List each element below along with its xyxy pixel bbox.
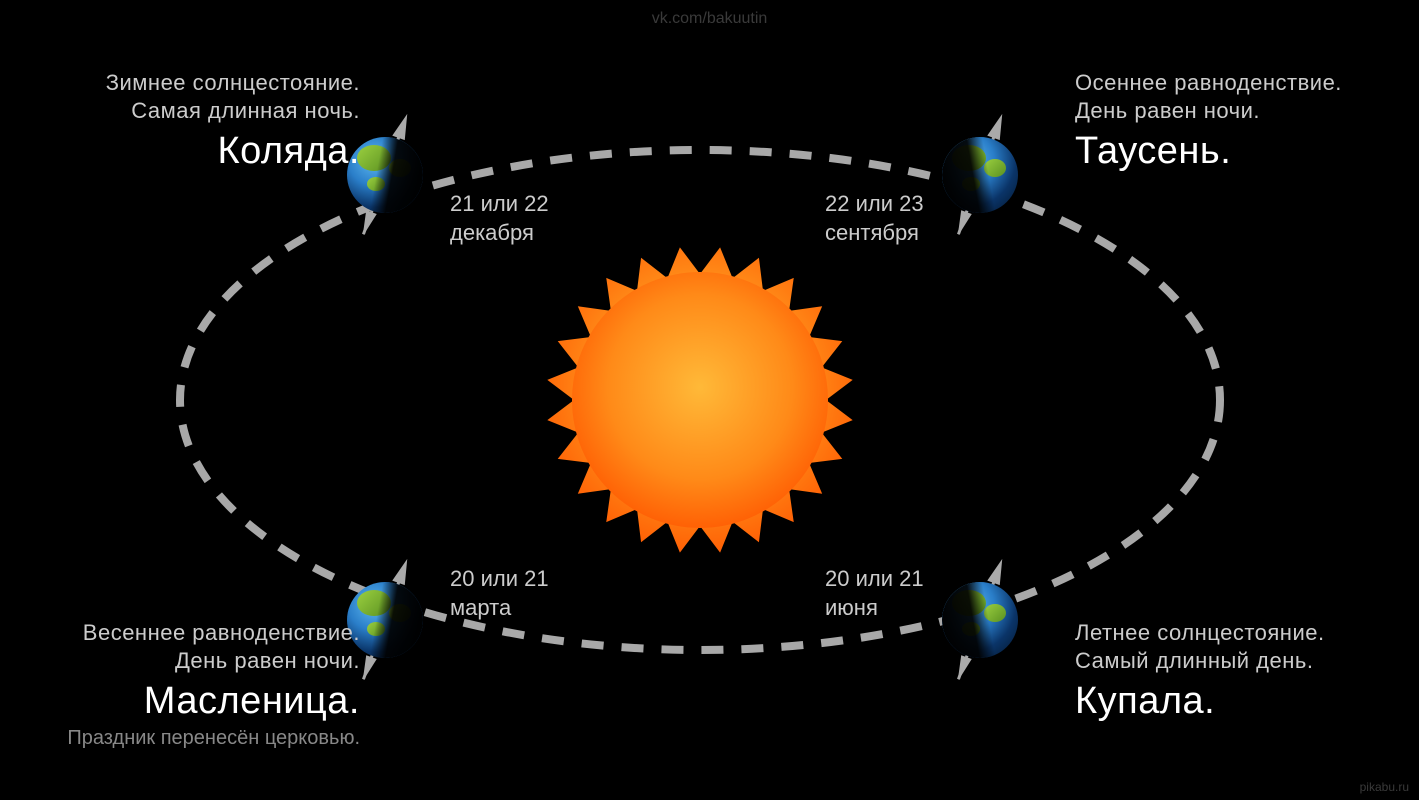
label-line1: Осеннее равноденствие. [1075,70,1342,96]
label-line2: Самая длинная ночь. [40,98,360,124]
label-line2: День равен ночи. [20,648,360,674]
label-name: Купала. [1075,680,1325,723]
earth-autumn [942,137,1018,213]
date-line2: сентября [825,219,924,248]
label-name: Масленица. [20,680,360,723]
date-line1: 20 или 21 [450,565,549,594]
date-line1: 21 или 22 [450,190,549,219]
label-autumn: Осеннее равноденствие. День равен ночи. … [1075,70,1342,173]
date-summer: 20 или 21 июня [825,565,924,622]
date-autumn: 22 или 23 сентября [825,190,924,247]
label-line2: Самый длинный день. [1075,648,1325,674]
earth-summer [942,582,1018,658]
date-line1: 20 или 21 [825,565,924,594]
label-name: Таусень. [1075,130,1342,173]
label-summer: Летнее солнцестояние. Самый длинный день… [1075,620,1325,723]
earth-sphere [942,582,1018,658]
label-line1: Зимнее солнцестояние. [40,70,360,96]
sun [547,247,852,552]
label-sub: Праздник перенесён церковью. [20,727,360,750]
date-winter: 21 или 22 декабря [450,190,549,247]
label-line1: Летнее солнцестояние. [1075,620,1325,646]
label-line2: День равен ночи. [1075,98,1342,124]
date-line2: декабря [450,219,549,248]
date-line1: 22 или 23 [825,190,924,219]
date-spring: 20 или 21 марта [450,565,549,622]
label-winter: Зимнее солнцестояние. Самая длинная ночь… [40,70,360,173]
label-spring: Весеннее равноденствие. День равен ночи.… [20,620,360,750]
label-line1: Весеннее равноденствие. [20,620,360,646]
date-line2: июня [825,594,924,623]
label-name: Коляда. [40,130,360,173]
earth-sphere [942,137,1018,213]
date-line2: марта [450,594,549,623]
